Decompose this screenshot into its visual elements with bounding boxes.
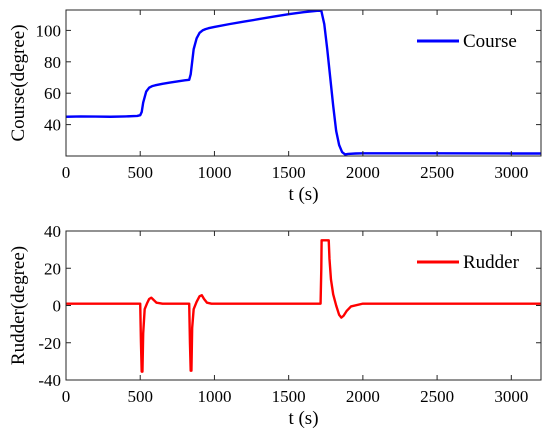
rudder-y-tick-label: 0 [53,297,62,316]
rudder-chart-panel: 0 500 1000 1500 2000 2500 3000 -40 -20 0 20 40 t (s)… [8,222,542,429]
rudder-x-tick-label: 2000 [346,387,380,406]
course-x-tick-label: 2000 [346,163,380,182]
rudder-x-tick-label: 3000 [494,387,528,406]
course-legend: Course [409,24,531,58]
rudder-y-tick-label: -40 [38,371,61,390]
rudder-y-tick-label: 40 [44,222,61,241]
course-x-tick-label: 1500 [272,163,306,182]
course-x-tick-label: 0 [62,163,71,182]
course-x-tick-label: 1000 [197,163,231,182]
course-legend-label: Course [463,31,517,52]
course-x-tick-label: 2500 [420,163,454,182]
rudder-x-axis-label: t (s) [288,408,318,429]
rudder-y-tick-label: -20 [38,334,61,353]
course-y-tick-label: 40 [44,116,61,135]
rudder-series-line [66,239,541,373]
rudder-y-axis-label: Rudder(degree) [8,246,29,365]
course-series-line [66,10,541,156]
rudder-y-tick-label: 20 [44,259,61,278]
course-plot-frame [65,9,542,157]
rudder-x-tick-label: 1500 [272,387,306,406]
course-chart-panel: 0 500 1000 1500 2000 2500 3000 40 60 80 100 t (s) Co… [8,9,542,205]
course-x-tick-label: 3000 [494,163,528,182]
rudder-x-tick-label: 0 [62,387,71,406]
rudder-legend: Rudder [409,245,531,279]
course-y-tick-label: 80 [44,53,61,72]
rudder-legend-label: Rudder [463,252,520,273]
rudder-x-tick-label: 500 [127,387,153,406]
rudder-x-tick-label: 2500 [420,387,454,406]
rudder-x-tick-label: 1000 [197,387,231,406]
course-x-tick-label: 500 [127,163,153,182]
course-x-axis-label: t (s) [288,184,318,205]
course-y-tick-label: 100 [36,21,62,40]
course-y-axis-label: Course(degree) [8,24,29,141]
course-y-tick-label: 60 [44,84,61,103]
